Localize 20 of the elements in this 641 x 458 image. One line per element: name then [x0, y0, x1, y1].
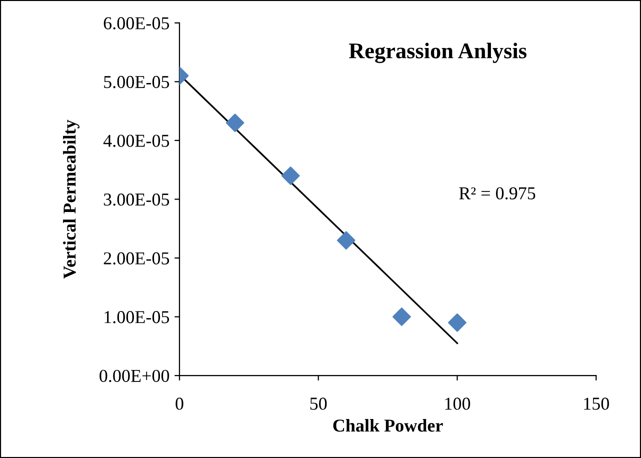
x-tick-label: 50 [310, 398, 327, 410]
point [448, 313, 466, 332]
y-tick-label: 3.00E-05 [104, 193, 170, 206]
point [336, 231, 356, 250]
x-tick-label: 0 [176, 398, 184, 410]
point [392, 308, 411, 326]
y-tick-label: 6.00E-05 [104, 17, 170, 30]
text: Regrassion Anlysis [348, 42, 526, 64]
point [226, 114, 244, 132]
y-tick-label: 2.00E-05 [104, 252, 170, 265]
y-tick-label: 1.00E-05 [104, 311, 170, 324]
y-axis-title: Vertical Permeabilty [63, 120, 80, 279]
point [281, 166, 300, 185]
y-tick-label: 0.00E+00 [100, 370, 170, 382]
x-axis-title: Chalk Powder [333, 419, 443, 432]
x-tick-label: 150 [584, 398, 609, 410]
y-tick-label: 4.00E-05 [103, 134, 170, 147]
annotation: R² = 0.975 [459, 187, 536, 200]
x-tick-label: 100 [445, 398, 470, 410]
y-tick-label: 5.00E-05 [104, 76, 170, 88]
